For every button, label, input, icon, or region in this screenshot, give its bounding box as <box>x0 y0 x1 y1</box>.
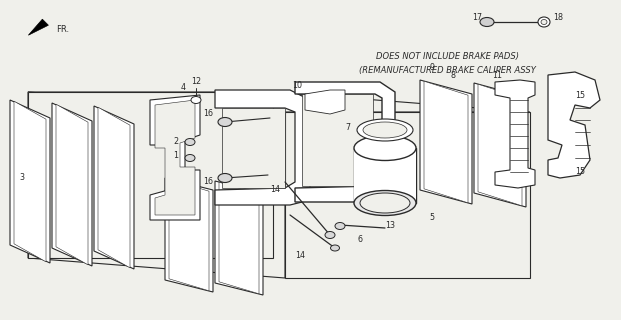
Text: 2: 2 <box>173 138 179 147</box>
Polygon shape <box>14 101 46 262</box>
Ellipse shape <box>538 17 550 27</box>
Polygon shape <box>28 92 273 258</box>
Polygon shape <box>28 92 285 278</box>
Text: 1: 1 <box>173 150 178 159</box>
Ellipse shape <box>185 155 195 162</box>
Polygon shape <box>169 179 209 291</box>
Polygon shape <box>94 106 134 269</box>
Polygon shape <box>165 178 213 292</box>
Ellipse shape <box>218 173 232 182</box>
Polygon shape <box>420 80 472 204</box>
Text: 15: 15 <box>575 91 585 100</box>
Ellipse shape <box>325 231 335 238</box>
Text: 4: 4 <box>181 84 186 92</box>
Ellipse shape <box>354 190 416 215</box>
Text: 13: 13 <box>385 221 395 230</box>
Text: 17: 17 <box>472 13 482 22</box>
Text: 6: 6 <box>358 236 363 244</box>
Text: 16: 16 <box>203 178 213 187</box>
Polygon shape <box>295 82 395 202</box>
Polygon shape <box>28 92 530 112</box>
Text: FR.: FR. <box>56 25 69 34</box>
Polygon shape <box>10 100 50 263</box>
Polygon shape <box>219 182 259 294</box>
Polygon shape <box>305 90 345 114</box>
Ellipse shape <box>330 245 340 251</box>
Polygon shape <box>222 108 285 188</box>
Text: 7: 7 <box>345 124 351 132</box>
Polygon shape <box>548 72 600 178</box>
Ellipse shape <box>357 119 413 141</box>
Text: 18: 18 <box>553 13 563 22</box>
Polygon shape <box>56 104 88 265</box>
Polygon shape <box>478 84 522 206</box>
Text: (REMANUFACTURED BRAKE CALIPER ASSY: (REMANUFACTURED BRAKE CALIPER ASSY <box>359 66 535 75</box>
Polygon shape <box>354 148 416 203</box>
Text: 12: 12 <box>191 77 201 86</box>
Text: 8: 8 <box>450 71 455 81</box>
Polygon shape <box>98 107 130 268</box>
Ellipse shape <box>354 135 416 161</box>
Text: DOES NOT INCLUDE BRAKE PADS): DOES NOT INCLUDE BRAKE PADS) <box>376 52 519 60</box>
Ellipse shape <box>185 139 195 146</box>
Text: 15: 15 <box>575 167 585 177</box>
Polygon shape <box>495 80 535 188</box>
Polygon shape <box>52 103 92 266</box>
Ellipse shape <box>218 117 232 126</box>
Polygon shape <box>302 94 373 186</box>
Polygon shape <box>424 81 468 203</box>
Ellipse shape <box>360 193 410 213</box>
Text: 14: 14 <box>270 186 280 195</box>
Polygon shape <box>150 95 200 220</box>
Text: 11: 11 <box>492 71 502 81</box>
Polygon shape <box>215 90 310 205</box>
Text: 14: 14 <box>295 251 305 260</box>
Polygon shape <box>215 181 263 295</box>
Polygon shape <box>285 112 530 278</box>
Polygon shape <box>474 83 526 207</box>
Text: 3: 3 <box>19 173 24 182</box>
Polygon shape <box>155 100 195 215</box>
Text: 16: 16 <box>203 109 213 118</box>
Text: 5: 5 <box>430 213 435 222</box>
Text: 10: 10 <box>292 82 302 91</box>
Ellipse shape <box>480 18 494 27</box>
Ellipse shape <box>335 222 345 229</box>
Text: 9: 9 <box>430 63 435 73</box>
Polygon shape <box>29 19 48 35</box>
Ellipse shape <box>541 20 547 25</box>
Ellipse shape <box>363 122 407 138</box>
Ellipse shape <box>191 97 201 103</box>
